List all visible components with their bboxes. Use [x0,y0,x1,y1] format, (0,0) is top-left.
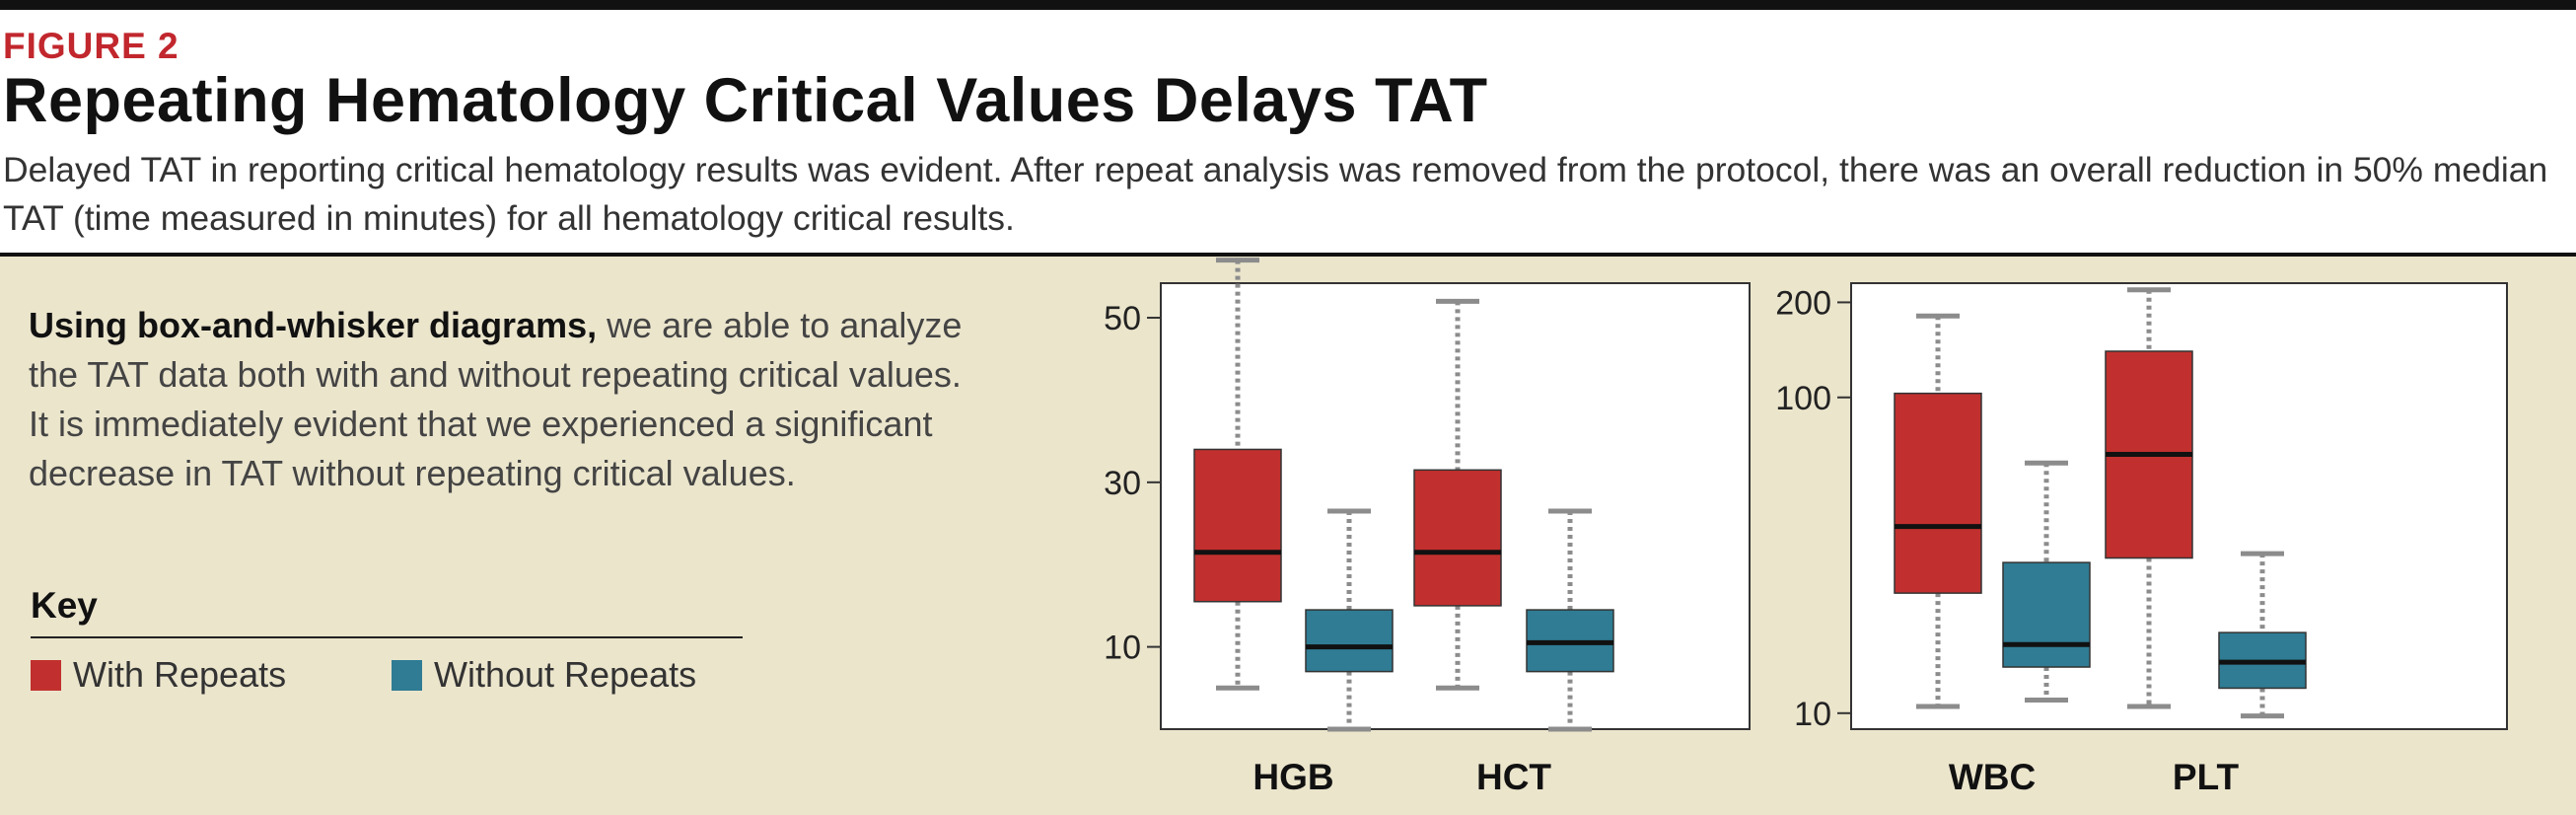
y-tick-label-10: 10 [1104,630,1141,667]
key-item-with-repeats: With Repeats [31,652,286,698]
wbc-without-repeats-box [2002,561,2091,668]
header-divider [0,253,2576,257]
hct-with-repeats-box [1413,469,1502,607]
top-rule [0,0,2576,10]
key-label-with-repeats: With Repeats [73,654,287,695]
y-tick-label-200: 200 [1775,284,1831,322]
category-label-plt: PLT [2173,757,2240,797]
wbc-with-repeats-box [1894,392,1982,594]
key-title: Key [31,585,98,626]
y-tick-label-30: 30 [1104,465,1141,502]
key-label-without-repeats: Without Repeats [434,654,697,695]
y-tick-label-10: 10 [1794,696,1831,733]
key-item-without-repeats: Without Repeats [392,652,696,698]
intro-bold: Using box-and-whisker diagrams, [29,305,598,345]
hgb-with-repeats-box [1193,448,1282,603]
figure-description: Delayed TAT in reporting critical hemato… [3,150,2548,238]
category-label-hct: HCT [1476,757,1551,797]
y-tick-label-100: 100 [1775,380,1831,417]
hgb-without-repeats-box [1305,609,1394,673]
figure-title: Repeating Hematology Critical Values Del… [3,66,1488,135]
key-swatch-with-repeats [31,659,61,691]
category-label-wbc: WBC [1949,757,2036,797]
y-tick-label-50: 50 [1104,300,1141,337]
figure-label: FIGURE 2 [3,26,179,66]
intro-paragraph: Using box-and-whisker diagrams, we are a… [29,301,966,498]
intro-text: we are able to analyze the TAT data both… [29,305,963,493]
key-swatch-without-repeats [392,659,422,691]
key-rule [31,636,743,638]
category-label-hgb: HGB [1252,757,1333,797]
